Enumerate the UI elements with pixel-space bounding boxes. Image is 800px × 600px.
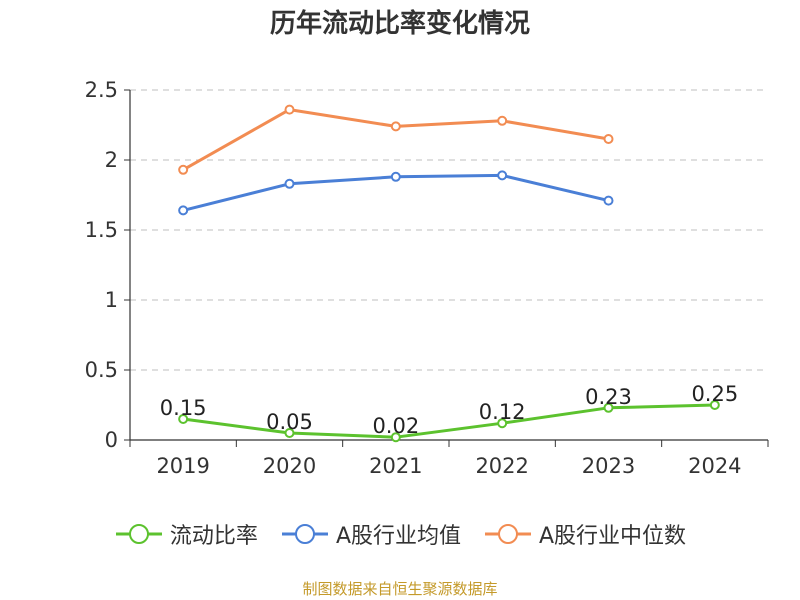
y-tick-label: 2: [105, 148, 118, 172]
legend-item[interactable]: A股行业中位数: [483, 518, 686, 550]
y-tick-label: 0.5: [85, 358, 118, 382]
data-label: 0.12: [479, 400, 526, 424]
data-point: [497, 418, 508, 429]
data-label: 0.15: [160, 396, 207, 420]
data-point: [497, 170, 508, 181]
chart-title: 历年流动比率变化情况: [269, 9, 530, 39]
data-label: 0.23: [585, 385, 632, 409]
y-tick-label: 0: [105, 428, 118, 452]
data-point: [284, 428, 295, 438]
x-tick-label: 2024: [688, 454, 741, 478]
series-line: [182, 403, 715, 439]
data-label: 0.02: [372, 414, 419, 438]
x-tick-label: 2020: [263, 454, 316, 478]
legend: 流动比率 A股行业均值 A股行业中位数: [0, 518, 800, 550]
data-label: 0.25: [691, 382, 738, 406]
axes: 0 0.5 1 1.5 2 2.5 2019 2020 2021 2022 2023 2024: [85, 78, 769, 478]
x-tick-label: 2019: [156, 454, 209, 478]
data-point: [603, 402, 614, 413]
legend-swatch-icon: [281, 524, 328, 544]
data-point: [284, 178, 295, 189]
data-labels: 0.15 0.05 0.02 0.12 0.23 0.25: [160, 382, 738, 438]
data-point: [390, 171, 401, 182]
x-tick-label: 2022: [475, 454, 528, 478]
legend-item[interactable]: 流动比率: [114, 518, 258, 550]
y-tick-label: 1.5: [85, 218, 118, 242]
data-point: [178, 164, 189, 175]
data-point: [603, 195, 614, 206]
grid-lines: [130, 89, 768, 371]
series-lines: [178, 104, 720, 443]
y-tick-label: 1: [105, 288, 118, 312]
series-line: [182, 108, 609, 172]
data-point: [709, 400, 720, 410]
data-point: [178, 205, 189, 216]
legend-swatch-icon: [485, 524, 531, 544]
x-tick-label: 2021: [369, 454, 422, 478]
data-label: 0.05: [266, 410, 313, 434]
data-point: [497, 115, 508, 126]
data-point: [178, 414, 189, 424]
legend-item[interactable]: A股行业均值: [280, 518, 461, 550]
legend-label: A股行业均值: [335, 524, 461, 549]
data-point: [603, 134, 614, 144]
data-point: [390, 432, 401, 443]
legend-swatch-icon: [115, 524, 162, 544]
data-point: [390, 121, 401, 132]
legend-label: 流动比率: [169, 524, 258, 549]
x-tick-label: 2023: [582, 454, 635, 478]
data-point: [284, 104, 295, 115]
source-note: 制图数据来自恒生聚源数据库: [302, 580, 498, 598]
y-tick-label: 2.5: [85, 78, 118, 102]
legend-label: A股行业中位数: [539, 524, 687, 549]
